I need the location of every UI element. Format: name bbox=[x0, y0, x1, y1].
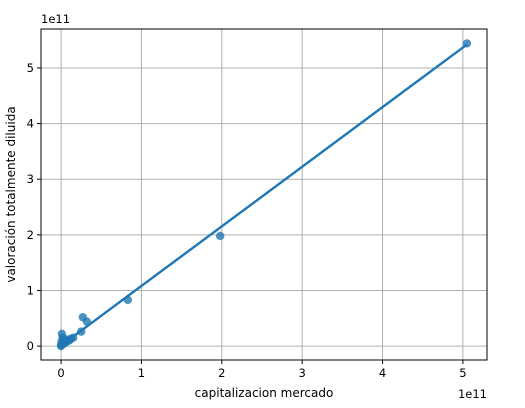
data-point bbox=[82, 317, 92, 326]
plot-frame bbox=[40, 28, 488, 361]
y-ticks: 0 1 2 3 4 5 bbox=[27, 61, 41, 353]
y-tick-label: 0 bbox=[27, 339, 34, 353]
x-tick-label: 3 bbox=[299, 366, 306, 380]
x-offset-label: 1e11 bbox=[458, 387, 487, 401]
data-point bbox=[123, 295, 132, 305]
data-points bbox=[56, 39, 472, 351]
grid-lines bbox=[41, 29, 487, 360]
regression-line bbox=[60, 43, 468, 347]
data-point bbox=[216, 231, 225, 241]
y-tick-label: 3 bbox=[27, 172, 34, 186]
data-point bbox=[76, 327, 86, 336]
regression-line-group bbox=[60, 43, 468, 347]
x-tick-label: 1 bbox=[138, 366, 145, 380]
x-tick-label: 0 bbox=[57, 366, 64, 380]
y-tick-label: 5 bbox=[27, 61, 34, 75]
x-tick-label: 5 bbox=[459, 366, 466, 380]
y-tick-label: 4 bbox=[27, 117, 34, 131]
y-tick-label: 2 bbox=[27, 228, 34, 242]
x-tick-label: 4 bbox=[379, 366, 386, 380]
x-axis-label: capitalizacion mercado bbox=[195, 386, 334, 400]
data-point bbox=[68, 333, 78, 342]
y-axis-label: valoración totalmente diluida bbox=[4, 106, 18, 282]
y-offset-label: 1e11 bbox=[41, 12, 70, 26]
x-ticks: 0 1 2 3 4 5 bbox=[57, 360, 467, 380]
y-tick-label: 1 bbox=[27, 283, 34, 297]
data-point bbox=[462, 39, 472, 48]
x-tick-label: 2 bbox=[218, 366, 225, 380]
